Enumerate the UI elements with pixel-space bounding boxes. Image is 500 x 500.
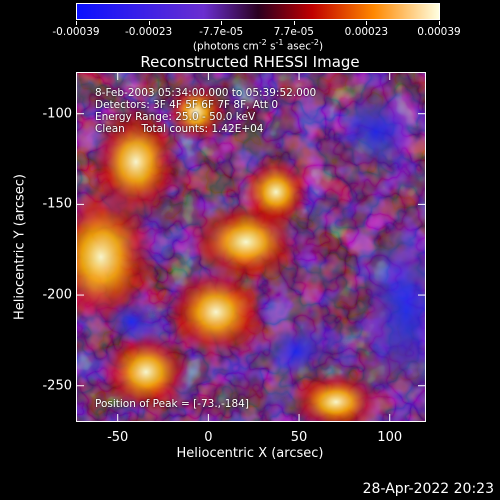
annotation-line: Energy Range: 25.0 - 50.0 keV bbox=[95, 111, 256, 123]
y-tick-label: -100 bbox=[42, 106, 72, 122]
annotation-line: Detectors: 3F 4F 5F 6F 7F 8F, Att 0 bbox=[95, 99, 279, 111]
annotation-line: Clean Total counts: 1.42E+04 bbox=[95, 123, 264, 135]
colorbar-tick bbox=[221, 21, 223, 25]
colorbar-tick-label: 7.7e-05 bbox=[273, 26, 314, 38]
y-tick-label: -200 bbox=[42, 287, 72, 303]
heatmap-plot bbox=[76, 72, 426, 422]
y-axis-label: Heliocentric Y (arcsec) bbox=[12, 174, 28, 320]
peak-position-label: Position of Peak = [-73.,-184] bbox=[95, 398, 249, 410]
colorbar bbox=[76, 3, 440, 20]
colorbar-tick-label: 0.00023 bbox=[344, 26, 389, 38]
colorbar-tick bbox=[76, 21, 77, 25]
colorbar-tick-label: 0.00039 bbox=[417, 26, 461, 38]
observation-info: 8-Feb-2003 05:34:00.000 to 05:39:52.000 D… bbox=[95, 87, 316, 135]
x-tick-label: -50 bbox=[107, 430, 129, 445]
x-tick-label: 50 bbox=[290, 430, 308, 445]
colorbar-tick bbox=[366, 21, 368, 25]
colorbar-tick bbox=[293, 21, 295, 25]
colorbar-tick bbox=[148, 21, 150, 25]
y-tick-label: -250 bbox=[42, 378, 72, 394]
colorbar-tick-label: -0.00039 bbox=[52, 26, 100, 38]
x-tick-label: 100 bbox=[377, 430, 403, 445]
colorbar-tick-label: -7.7e-05 bbox=[199, 26, 244, 38]
plot-date: 28-Apr-2022 20:23 bbox=[362, 481, 494, 497]
colorbar-tick bbox=[439, 21, 440, 25]
chart-title: Reconstructed RHESSI Image bbox=[140, 53, 360, 71]
colorbar-units: (photons cm-2 s-1 asec-2) bbox=[192, 38, 324, 53]
annotation-line: 8-Feb-2003 05:34:00.000 to 05:39:52.000 bbox=[95, 87, 317, 99]
colorbar-tick-label: -0.00023 bbox=[124, 26, 173, 38]
x-tick-label: 0 bbox=[204, 430, 213, 445]
y-tick-label: -150 bbox=[42, 196, 72, 212]
x-axis-label: Heliocentric X (arcsec) bbox=[176, 446, 324, 461]
